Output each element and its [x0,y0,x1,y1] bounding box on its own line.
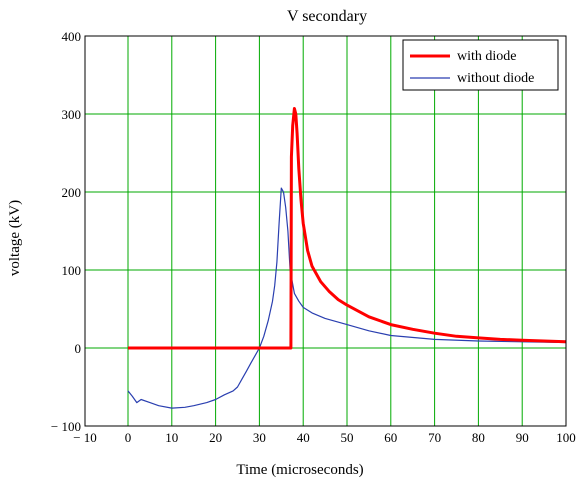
x-tick-label: 90 [516,430,529,445]
plot-frame [84,35,567,427]
x-tick-label: 50 [341,430,354,445]
x-tick-label: 70 [428,430,441,445]
series-line-with-diode [128,107,567,350]
y-tick-label: 300 [62,107,82,122]
x-tick-label: 80 [472,430,485,445]
y-tick-label: 200 [62,185,82,200]
series-layer [127,107,567,409]
x-tick-label: − 10 [73,430,97,445]
tick-labels: − 10 0 10 20 30 40 50 60 70 80 90 100− 100010020030… [51,29,576,445]
x-tick-label: 60 [384,430,397,445]
y-axis-label: voltage (kV) [7,200,23,276]
legend-box [402,39,559,91]
grid-lines [85,36,566,426]
x-tick-label: 100 [556,430,576,445]
legend-label-without-diode: without diode [457,71,534,86]
y-tick-label: 100 [62,263,82,278]
x-tick-label: 40 [297,430,310,445]
y-tick-label: 0 [75,341,82,356]
legend-label-with-diode: with diode [457,49,517,64]
series-line-without-diode [127,187,567,409]
x-tick-label: 30 [253,430,266,445]
x-tick-label: 10 [165,430,178,445]
y-tick-label: − 100 [51,419,81,434]
x-axis-label: Time (microseconds) [236,462,363,478]
legend: with diode without diode [402,39,559,91]
chart-title: V secondary [287,8,367,25]
x-tick-label: 0 [125,430,132,445]
y-tick-label: 400 [62,29,82,44]
x-tick-label: 20 [209,430,222,445]
